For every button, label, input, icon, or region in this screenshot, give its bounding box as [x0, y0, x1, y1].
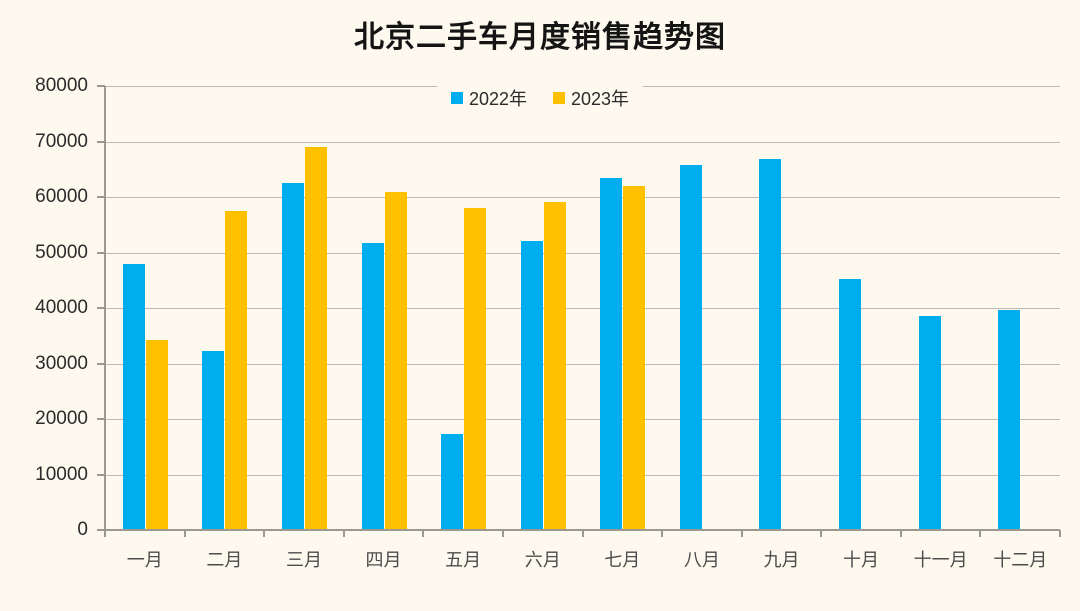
x-tick-12	[1059, 530, 1061, 537]
legend-swatch-2023	[553, 92, 565, 104]
x-tick-9	[820, 530, 823, 537]
bar-2023年-五月	[464, 208, 487, 530]
y-tick-0	[97, 529, 105, 531]
x-tick-0	[104, 530, 106, 537]
bar-2022年-十月	[839, 279, 862, 530]
legend-inner: 2022年 2023年	[436, 82, 644, 114]
bar-2023年-六月	[543, 202, 566, 530]
x-axis-label-七月: 七月	[604, 550, 641, 570]
y-tick-20000	[97, 418, 105, 420]
bar-2022年-二月	[202, 350, 225, 530]
bar-2022年-四月	[361, 243, 384, 530]
y-tick-30000	[97, 362, 105, 365]
y-axis-label-0: 0	[77, 519, 88, 540]
x-tick-2	[263, 530, 266, 537]
bar-2023年-一月	[145, 340, 168, 530]
y-tick-80000	[97, 85, 105, 87]
y-axis-label-70000: 70000	[35, 130, 88, 152]
legend-item-2023: 2023年	[553, 85, 629, 111]
bar-2022年-九月	[759, 158, 782, 530]
x-axis-label-四月: 四月	[365, 550, 402, 570]
x-axis-label-二月: 二月	[206, 550, 243, 570]
y-tick-40000	[97, 307, 105, 309]
gridline-20000	[105, 419, 1060, 420]
x-axis-label-十二月: 十二月	[993, 550, 1048, 570]
y-axis-label-50000: 50000	[35, 241, 88, 263]
x-tick-5	[501, 530, 504, 537]
x-tick-7	[661, 530, 664, 537]
y-tick-60000	[97, 196, 105, 198]
gridline-30000	[105, 363, 1060, 365]
x-axis-label-八月: 八月	[683, 550, 720, 570]
gridline-40000	[105, 308, 1060, 309]
legend-item-2022: 2022年	[450, 85, 527, 111]
legend-swatch-2022	[450, 92, 463, 104]
gridline-60000	[105, 197, 1060, 198]
y-tick-50000	[97, 251, 105, 254]
plot-area	[105, 86, 1060, 530]
bar-2022年-七月	[600, 178, 623, 530]
legend-label-2023: 2023年	[571, 89, 630, 109]
bar-2022年-十一月	[918, 315, 941, 530]
x-tick-4	[422, 530, 425, 537]
y-axis-label-60000: 60000	[35, 186, 88, 207]
y-axis-label-80000: 80000	[35, 75, 88, 96]
gridline-10000	[105, 474, 1060, 476]
bar-2022年-三月	[281, 182, 304, 530]
bar-2022年-六月	[520, 241, 543, 530]
y-axis-label-40000: 40000	[35, 297, 88, 318]
bar-2023年-七月	[623, 185, 646, 530]
legend: 2022年 2023年	[0, 82, 1080, 114]
x-tick-3	[342, 530, 345, 537]
bar-2023年-四月	[384, 192, 407, 530]
bar-2022年-五月	[441, 434, 464, 530]
x-axis-label-六月: 六月	[524, 550, 561, 570]
x-axis-label-三月: 三月	[285, 550, 322, 570]
bar-2023年-二月	[225, 211, 248, 530]
x-tick-6	[581, 530, 584, 537]
x-axis-label-九月: 九月	[763, 550, 800, 570]
y-axis-label-30000: 30000	[35, 352, 88, 374]
bar-2022年-一月	[122, 263, 145, 530]
x-axis-label-十一月: 十一月	[913, 550, 968, 570]
x-axis-label-五月: 五月	[445, 550, 482, 570]
y-tick-10000	[97, 473, 105, 476]
y-axis-label-10000: 10000	[35, 463, 88, 485]
y-axis-line	[104, 86, 106, 532]
x-tick-1	[183, 530, 186, 537]
x-axis-label-一月: 一月	[126, 550, 163, 570]
x-tick-11	[979, 530, 982, 537]
x-axis-label-十月: 十月	[843, 550, 880, 570]
x-axis-line	[97, 529, 1060, 531]
x-tick-8	[740, 530, 743, 537]
y-axis-label-20000: 20000	[35, 408, 88, 429]
x-tick-10	[899, 530, 902, 537]
gridline-50000	[105, 252, 1060, 254]
gridline-70000	[105, 141, 1060, 143]
chart-title: 北京二手车月度销售趋势图	[354, 21, 726, 54]
bar-2022年-八月	[679, 164, 702, 530]
bar-2023年-三月	[304, 146, 327, 530]
y-tick-70000	[97, 140, 105, 143]
legend-label-2022: 2022年	[468, 89, 527, 109]
bar-2022年-十二月	[998, 309, 1021, 530]
